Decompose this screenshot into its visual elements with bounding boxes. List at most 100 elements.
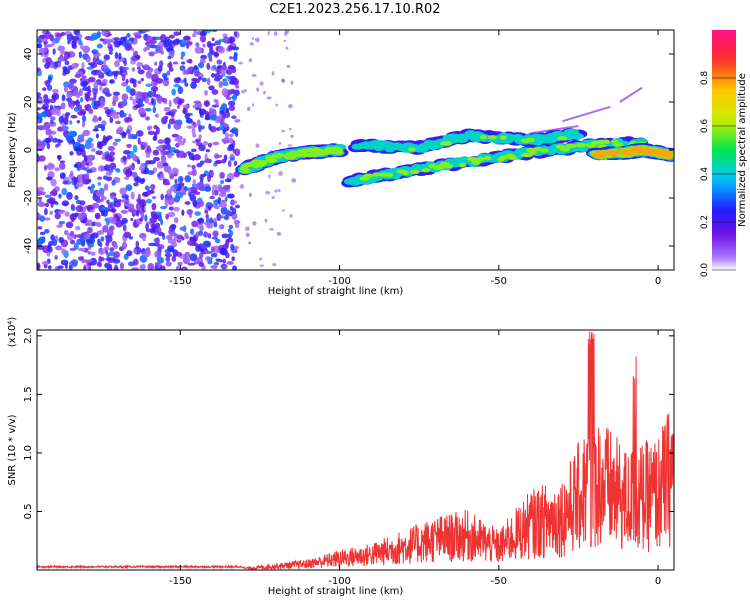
noise-speckle: [289, 213, 293, 218]
noise-speckle: [137, 69, 145, 75]
noise-speckle: [136, 91, 143, 96]
noise-speckle: [194, 211, 201, 216]
noise-speckle: [161, 265, 166, 270]
noise-speckle: [287, 144, 293, 147]
noise-speckle: [165, 111, 172, 116]
noise-speckle: [47, 265, 52, 270]
noise-speckle: [115, 219, 123, 228]
noise-speckle: [184, 113, 190, 120]
noise-speckle: [145, 107, 152, 112]
noise-speckle: [204, 90, 208, 96]
signal-blob: [613, 142, 624, 147]
snr-frame: [36, 329, 675, 571]
noise-speckle: [81, 248, 86, 252]
noise-speckle: [61, 187, 68, 196]
noise-speckle: [60, 102, 66, 110]
noise-speckle: [73, 106, 80, 112]
noise-speckle: [160, 150, 167, 156]
signal-blob: [479, 134, 487, 140]
noise-speckle: [74, 195, 79, 201]
noise-speckle: [218, 38, 226, 43]
noise-speckle: [144, 162, 148, 168]
noise-speckle: [122, 149, 131, 155]
noise-speckle: [175, 192, 184, 199]
noise-speckle: [220, 201, 227, 209]
noise-speckle: [196, 218, 203, 223]
noise-speckle: [208, 123, 212, 131]
noise-speckle: [175, 265, 180, 270]
noise-speckle: [193, 154, 201, 161]
y-tick-label: 1.5: [23, 386, 34, 402]
noise-speckle: [133, 50, 139, 56]
noise-speckle: [167, 123, 171, 130]
noise-speckle: [171, 167, 179, 175]
noise-speckle: [50, 119, 54, 124]
noise-speckle: [225, 107, 230, 113]
noise-speckle: [230, 76, 235, 82]
y-tick-label: 20: [23, 96, 34, 109]
noise-speckle: [113, 267, 119, 270]
noise-speckle: [70, 170, 74, 177]
noise-speckle: [212, 64, 217, 70]
noise-speckle: [87, 85, 91, 92]
noise-speckle: [203, 109, 207, 115]
noise-speckle: [143, 47, 147, 52]
noise-speckle: [216, 59, 223, 65]
signal-blob: [619, 149, 625, 152]
noise-speckle: [194, 243, 199, 248]
x-tick-label: -100: [328, 576, 351, 587]
noise-speckle: [46, 143, 51, 150]
noise-speckle: [51, 94, 57, 100]
noise-speckle: [120, 100, 125, 108]
noise-speckle: [154, 61, 158, 66]
noise-speckle: [199, 108, 203, 116]
y-axis-label: Frequency (Hz): [7, 112, 18, 188]
noise-speckle: [205, 213, 209, 220]
noise-speckle: [203, 30, 212, 34]
y-tick-label: 0.5: [23, 504, 34, 520]
noise-speckle: [137, 193, 141, 202]
noise-speckle: [72, 90, 80, 97]
noise-speckle: [96, 230, 105, 235]
noise-speckle: [195, 107, 201, 111]
chart-title: C2E1.2023.256.17.10.R02: [269, 2, 441, 17]
noise-speckle: [127, 131, 132, 140]
noise-speckle: [50, 116, 56, 121]
noise-speckle: [151, 223, 157, 229]
noise-speckle: [162, 162, 169, 167]
noise-speckle: [165, 261, 172, 267]
noise-speckle: [130, 191, 135, 200]
noise-speckle: [112, 91, 121, 96]
colorbar: [712, 30, 736, 270]
noise-speckle: [103, 246, 110, 251]
noise-speckle: [132, 98, 137, 106]
noise-speckle: [233, 31, 238, 37]
noise-speckle: [182, 107, 187, 115]
noise-speckle: [248, 58, 253, 63]
noise-speckle: [38, 47, 46, 55]
noise-speckle: [193, 30, 197, 36]
noise-speckle: [256, 87, 260, 92]
noise-speckle: [103, 175, 108, 180]
colorbar-tick-label: 0.0: [700, 263, 710, 278]
noise-speckle: [177, 261, 183, 266]
noise-speckle: [86, 219, 93, 227]
noise-speckle: [89, 235, 94, 244]
noise-speckle: [57, 154, 61, 161]
noise-speckle: [100, 98, 105, 106]
y-scale-label: (x10⁴): [7, 317, 18, 348]
noise-speckle: [274, 189, 278, 193]
noise-speckle: [153, 156, 160, 162]
noise-speckle: [221, 88, 229, 97]
noise-speckle: [248, 241, 252, 245]
noise-speckle: [191, 168, 197, 177]
noise-speckle: [37, 201, 46, 208]
colorbar-tick-label: 0.8: [700, 71, 710, 86]
noise-speckle: [46, 162, 55, 171]
noise-speckle: [204, 158, 211, 164]
noise-speckle: [113, 243, 118, 250]
noise-speckle: [202, 43, 206, 48]
line-plot-area: [37, 331, 674, 570]
noise-speckle: [115, 168, 121, 173]
noise-speckle: [213, 230, 218, 238]
